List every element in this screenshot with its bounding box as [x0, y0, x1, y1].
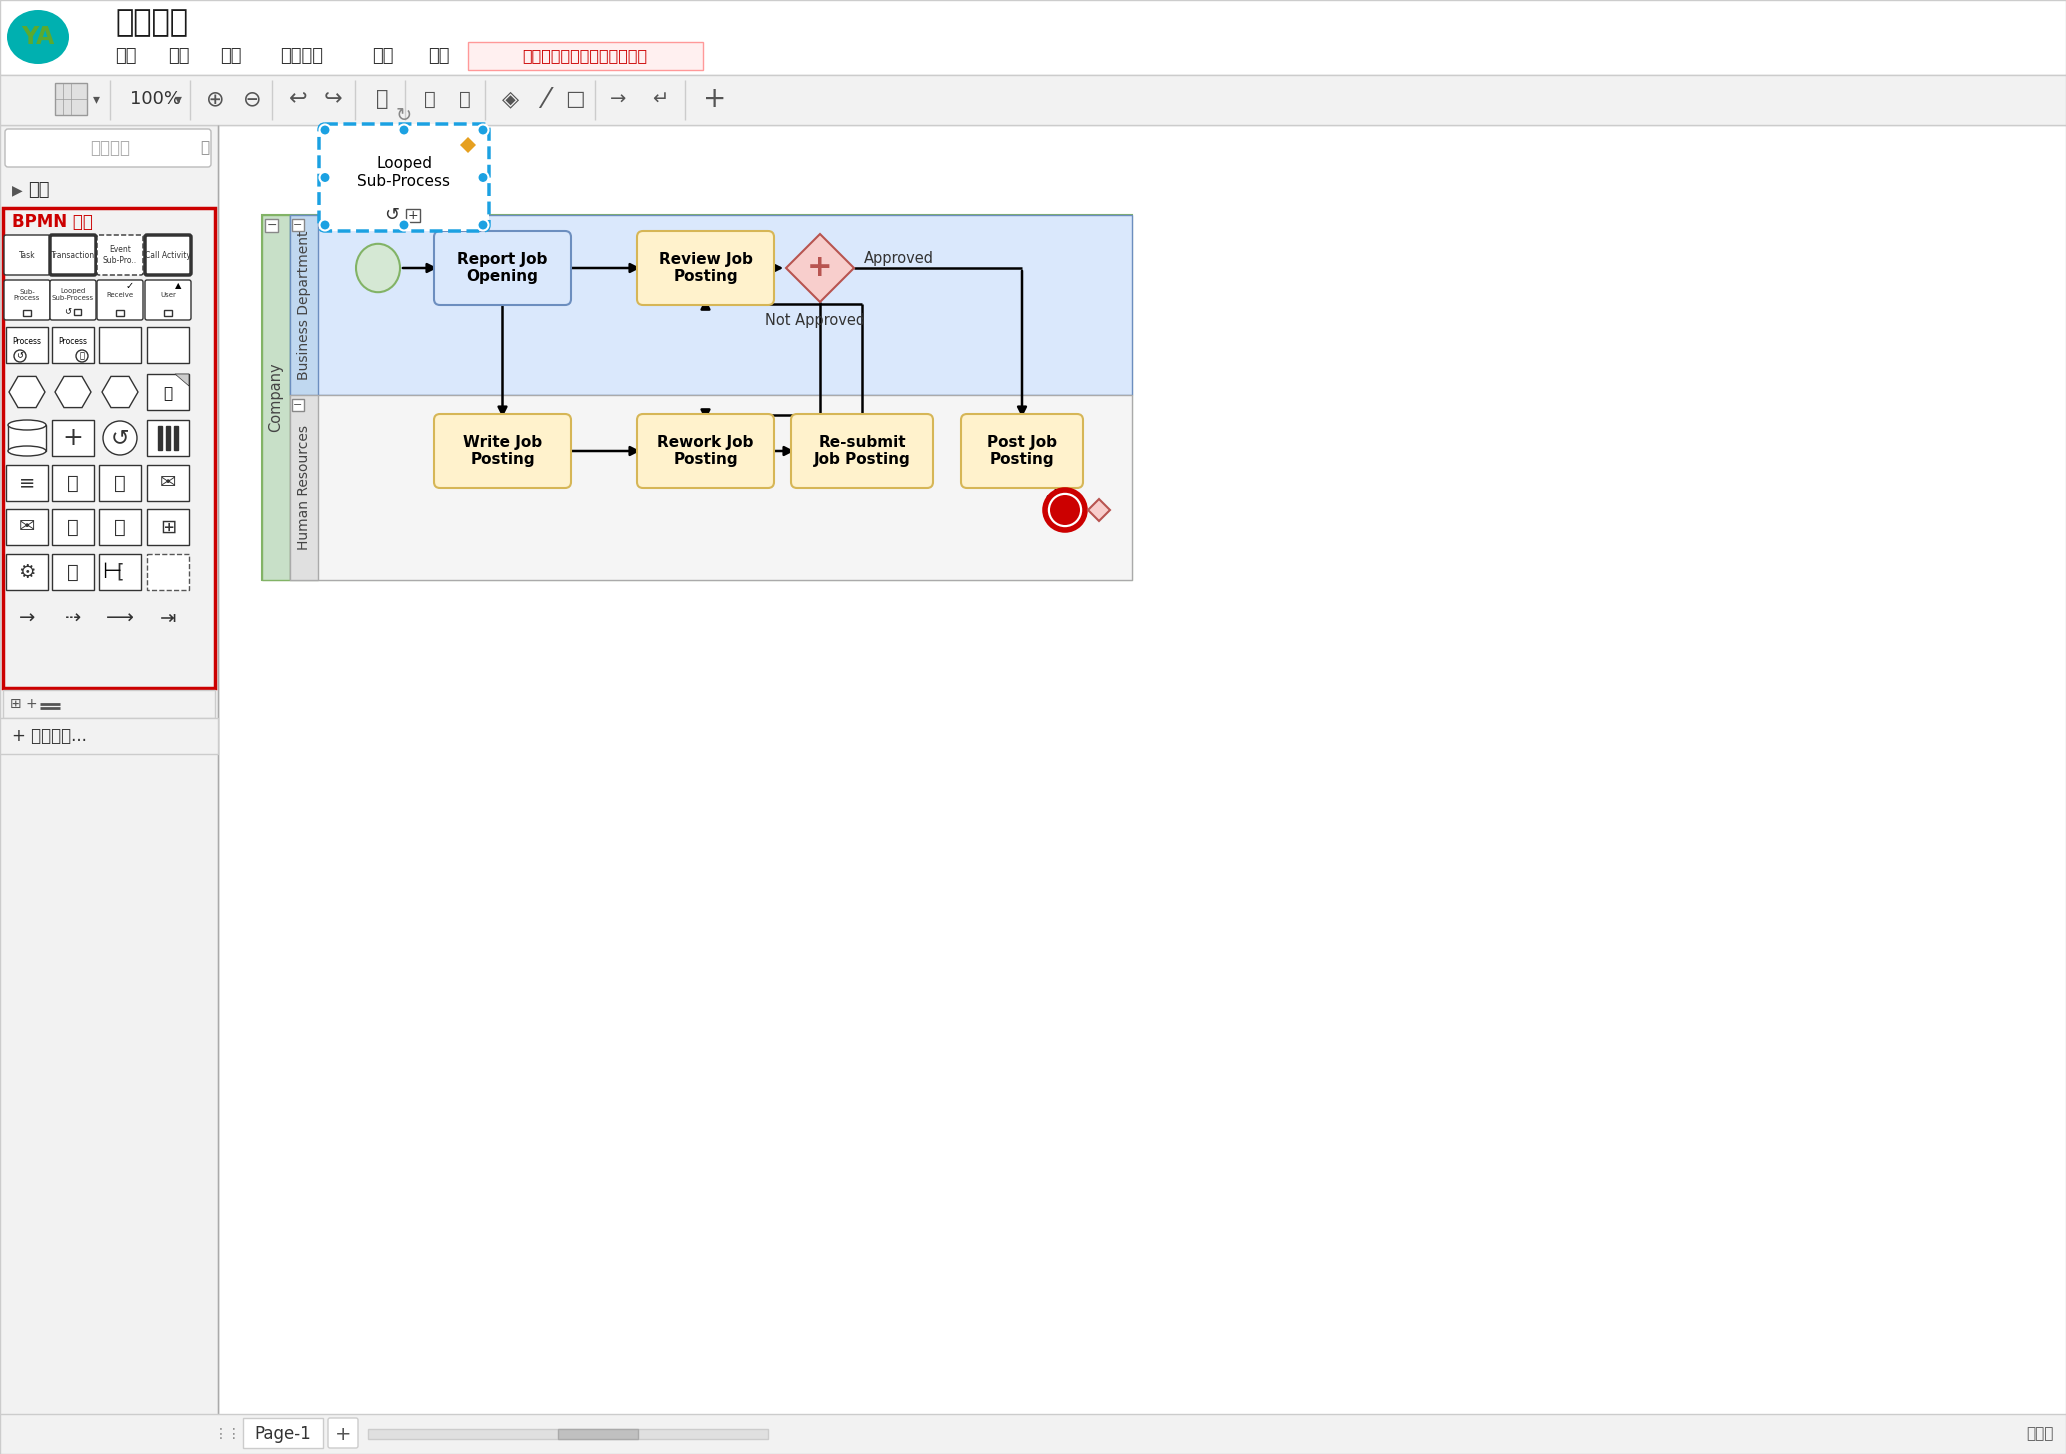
- FancyBboxPatch shape: [4, 281, 50, 320]
- FancyBboxPatch shape: [328, 1418, 357, 1448]
- Ellipse shape: [399, 125, 409, 135]
- FancyBboxPatch shape: [291, 220, 304, 231]
- Text: BPMN 通用: BPMN 通用: [12, 212, 93, 231]
- Text: ⇥: ⇥: [159, 609, 176, 628]
- Text: ⊞: ⊞: [159, 518, 176, 537]
- Text: Write Job
Posting: Write Job Posting: [463, 435, 541, 467]
- Text: ⚙: ⚙: [19, 563, 35, 582]
- Text: +: +: [62, 426, 83, 449]
- FancyBboxPatch shape: [6, 554, 48, 590]
- Circle shape: [1045, 490, 1085, 531]
- Text: ↪: ↪: [324, 89, 343, 109]
- FancyBboxPatch shape: [289, 215, 1132, 395]
- Text: +: +: [407, 209, 417, 222]
- FancyBboxPatch shape: [4, 129, 211, 167]
- Ellipse shape: [6, 10, 68, 64]
- FancyBboxPatch shape: [0, 76, 2066, 125]
- Text: ✉: ✉: [159, 474, 176, 493]
- Circle shape: [1050, 494, 1081, 525]
- FancyBboxPatch shape: [636, 414, 775, 489]
- Text: ↺: ↺: [384, 206, 399, 224]
- Text: ⊞ +: ⊞ +: [10, 696, 37, 711]
- Text: 职务发布: 职务发布: [116, 9, 188, 38]
- Text: Not Approved: Not Approved: [764, 313, 866, 327]
- Text: ⁄: ⁄: [543, 86, 547, 113]
- Text: 🤚: 🤚: [114, 518, 126, 537]
- Text: ⏮: ⏮: [114, 474, 126, 493]
- FancyBboxPatch shape: [52, 420, 93, 457]
- Text: Approved: Approved: [864, 250, 934, 266]
- FancyBboxPatch shape: [791, 414, 934, 489]
- Text: 📊: 📊: [163, 387, 174, 401]
- FancyBboxPatch shape: [50, 281, 95, 320]
- Text: ↩: ↩: [289, 89, 308, 109]
- Text: ↻: ↻: [397, 106, 413, 125]
- Text: −: −: [293, 220, 304, 230]
- Text: Process: Process: [12, 336, 41, 346]
- FancyBboxPatch shape: [0, 718, 219, 755]
- FancyBboxPatch shape: [147, 420, 188, 457]
- Circle shape: [103, 422, 136, 455]
- Text: Sub-
Process: Sub- Process: [14, 288, 39, 301]
- Text: 查看: 查看: [219, 47, 242, 65]
- FancyBboxPatch shape: [97, 236, 143, 275]
- FancyBboxPatch shape: [6, 509, 48, 545]
- Text: Task: Task: [19, 250, 35, 259]
- FancyBboxPatch shape: [116, 310, 124, 316]
- FancyBboxPatch shape: [6, 465, 48, 502]
- Ellipse shape: [320, 220, 331, 231]
- Text: 编辑: 编辑: [167, 47, 190, 65]
- Text: [: [: [116, 563, 124, 582]
- Text: 调整图形: 调整图形: [281, 47, 322, 65]
- Text: 👤: 👤: [66, 518, 79, 537]
- FancyBboxPatch shape: [52, 327, 93, 364]
- FancyBboxPatch shape: [4, 236, 50, 275]
- Text: ⊖: ⊖: [242, 89, 260, 109]
- FancyBboxPatch shape: [0, 0, 2066, 76]
- Ellipse shape: [8, 420, 45, 430]
- Text: ⟶: ⟶: [105, 609, 134, 628]
- Text: Business Department: Business Department: [298, 230, 312, 379]
- Text: ↵: ↵: [651, 90, 667, 109]
- FancyBboxPatch shape: [147, 509, 188, 545]
- FancyBboxPatch shape: [2, 208, 215, 688]
- FancyBboxPatch shape: [99, 509, 140, 545]
- Text: ⊢: ⊢: [103, 563, 122, 582]
- FancyBboxPatch shape: [99, 465, 140, 502]
- Text: □: □: [566, 89, 585, 109]
- Text: 📜: 📜: [66, 563, 79, 582]
- Text: Rework Job
Posting: Rework Job Posting: [657, 435, 754, 467]
- Ellipse shape: [477, 125, 488, 135]
- Text: Company: Company: [269, 362, 283, 432]
- Text: →: →: [19, 609, 35, 628]
- Text: −: −: [293, 400, 304, 410]
- Text: Post Job
Posting: Post Job Posting: [988, 435, 1058, 467]
- Circle shape: [76, 350, 89, 362]
- FancyBboxPatch shape: [289, 395, 318, 580]
- Text: Looped
Sub-Process: Looped Sub-Process: [52, 288, 95, 301]
- Text: ▾: ▾: [93, 92, 99, 106]
- FancyBboxPatch shape: [147, 327, 188, 364]
- Text: YA: YA: [21, 25, 54, 49]
- Text: 100%: 100%: [130, 90, 182, 108]
- Polygon shape: [785, 234, 853, 302]
- FancyBboxPatch shape: [636, 231, 775, 305]
- Text: User: User: [159, 292, 176, 298]
- Polygon shape: [461, 137, 475, 153]
- FancyBboxPatch shape: [23, 310, 31, 316]
- Text: Transaction: Transaction: [52, 250, 95, 259]
- Text: ⇢: ⇢: [64, 609, 81, 628]
- FancyBboxPatch shape: [368, 1429, 769, 1439]
- Text: ◈: ◈: [502, 89, 519, 109]
- Ellipse shape: [477, 220, 488, 231]
- Text: 🗑: 🗑: [376, 89, 388, 109]
- FancyBboxPatch shape: [147, 465, 188, 502]
- Text: +: +: [702, 84, 727, 113]
- Text: ⊕: ⊕: [207, 89, 225, 109]
- Text: 🔍: 🔍: [200, 141, 209, 156]
- FancyBboxPatch shape: [52, 465, 93, 502]
- FancyBboxPatch shape: [52, 554, 93, 590]
- Text: ↺: ↺: [112, 427, 130, 448]
- FancyBboxPatch shape: [99, 554, 140, 590]
